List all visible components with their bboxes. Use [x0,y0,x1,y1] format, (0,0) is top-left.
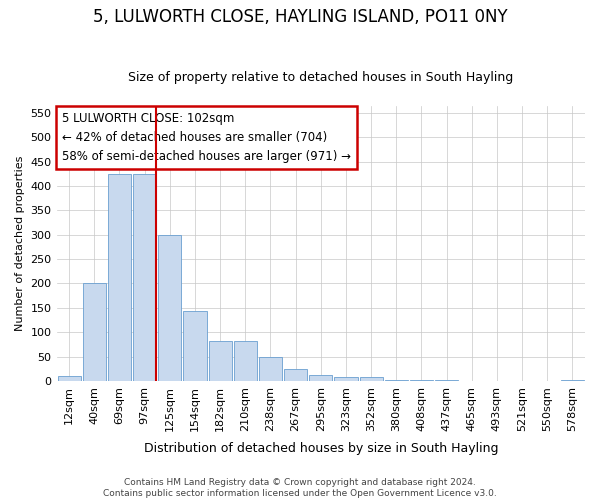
Bar [385,380,408,381]
Text: Contains HM Land Registry data © Crown copyright and database right 2024.
Contai: Contains HM Land Registry data © Crown c… [103,478,497,498]
Bar [435,380,458,381]
Bar [259,356,282,381]
Bar [284,369,307,381]
Bar [58,376,80,381]
Bar [359,377,383,381]
Text: 5 LULWORTH CLOSE: 102sqm
← 42% of detached houses are smaller (704)
58% of semi-: 5 LULWORTH CLOSE: 102sqm ← 42% of detach… [62,112,351,164]
Bar [83,284,106,381]
X-axis label: Distribution of detached houses by size in South Hayling: Distribution of detached houses by size … [143,442,498,455]
Bar [234,341,257,381]
Bar [209,341,232,381]
Bar [561,380,584,381]
Title: Size of property relative to detached houses in South Hayling: Size of property relative to detached ho… [128,70,514,84]
Bar [184,312,206,381]
Bar [108,174,131,381]
Bar [158,234,181,381]
Bar [334,377,358,381]
Bar [133,174,156,381]
Bar [309,374,332,381]
Y-axis label: Number of detached properties: Number of detached properties [15,156,25,331]
Text: 5, LULWORTH CLOSE, HAYLING ISLAND, PO11 0NY: 5, LULWORTH CLOSE, HAYLING ISLAND, PO11 … [92,8,508,26]
Bar [410,380,433,381]
